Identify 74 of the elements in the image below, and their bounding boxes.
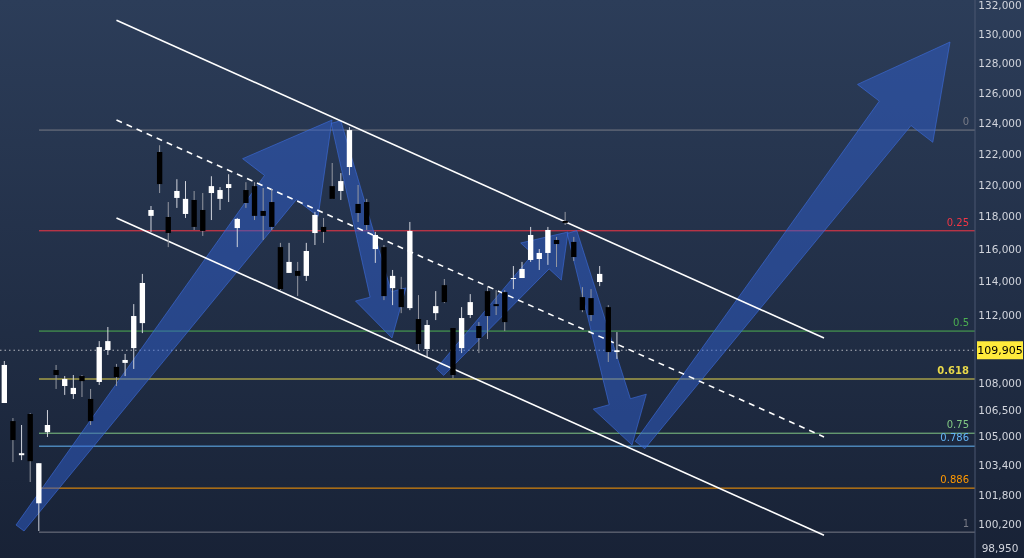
y-tick-label: 101,800	[978, 488, 1022, 501]
candlestick	[389, 269, 396, 306]
candlestick	[200, 192, 206, 237]
candlestick	[62, 375, 68, 396]
annotation: 0.5	[953, 317, 969, 329]
candlestick	[433, 290, 439, 321]
y-tick-label: 106,500	[978, 403, 1022, 416]
y-tick-label: 126,000	[978, 86, 1022, 99]
annotation: 1	[962, 518, 969, 530]
candlestick	[79, 374, 85, 398]
y-tick-label: 100,200	[978, 518, 1022, 531]
candlestick	[53, 364, 59, 390]
annotation: 0.886	[940, 474, 969, 486]
annotation: 0	[962, 116, 969, 128]
y-tick-label: 108,000	[978, 377, 1022, 390]
y-tick-label: 116,000	[978, 242, 1022, 255]
candlestick	[105, 326, 111, 356]
candlestick	[10, 417, 16, 463]
candlestick	[225, 173, 232, 203]
candlestick	[329, 162, 335, 200]
candlestick	[234, 217, 240, 248]
candlestick	[286, 242, 292, 274]
y-tick-label: 128,000	[978, 57, 1022, 70]
candlestick	[355, 184, 361, 223]
annotation: 0.786	[940, 432, 969, 444]
candlestick	[70, 374, 77, 400]
candlestick	[476, 321, 482, 354]
candlestick	[596, 265, 603, 287]
annotation: 0.25	[946, 216, 969, 228]
y-tick-label: 118,000	[978, 210, 1022, 223]
candlestick	[441, 278, 448, 304]
candlestick	[579, 286, 586, 313]
y-tick-label: 112,000	[978, 308, 1022, 321]
candlestick	[553, 236, 560, 268]
candlestick	[398, 276, 404, 314]
candlestick	[312, 211, 318, 246]
y-tick-label: 122,000	[978, 147, 1022, 160]
candlestick	[588, 288, 594, 322]
candlestick	[260, 187, 266, 241]
y-tick-label: 98,950	[981, 542, 1019, 555]
candlestick	[87, 388, 94, 426]
candlestick	[182, 180, 189, 219]
ref-line-label: 109,905	[977, 344, 1023, 358]
annotation: 0.618	[937, 365, 970, 377]
candlestick	[174, 178, 180, 209]
annotation: 0.75	[946, 419, 969, 431]
candlestick	[165, 201, 171, 248]
candlestick	[364, 198, 370, 231]
candlestick	[243, 181, 249, 209]
candlestick	[424, 319, 430, 358]
candlestick	[208, 175, 215, 221]
candlestick	[545, 226, 551, 266]
y-tick-label: 124,000	[978, 116, 1022, 129]
candlestick	[122, 353, 128, 377]
y-tick-label: 132,000	[978, 0, 1022, 12]
candlestick	[320, 217, 327, 244]
candlestick	[372, 231, 379, 264]
y-tick-label: 120,000	[978, 178, 1022, 191]
candlestick	[18, 424, 25, 461]
candlestick	[614, 331, 620, 360]
candlestick	[571, 236, 577, 262]
y-tick-label: 103,400	[978, 459, 1022, 472]
candlestick	[536, 248, 542, 271]
candlestick	[493, 289, 499, 316]
candlestick	[467, 293, 473, 319]
candlestick	[510, 265, 517, 290]
y-tick-label: 114,000	[978, 275, 1022, 288]
y-tick-label: 105,000	[978, 430, 1022, 443]
candlestick	[338, 172, 344, 201]
candlestick	[44, 409, 51, 438]
candlestick	[113, 363, 120, 387]
candlestick	[295, 261, 301, 297]
candlestick	[217, 186, 223, 211]
y-tick-label: 130,000	[978, 27, 1022, 40]
